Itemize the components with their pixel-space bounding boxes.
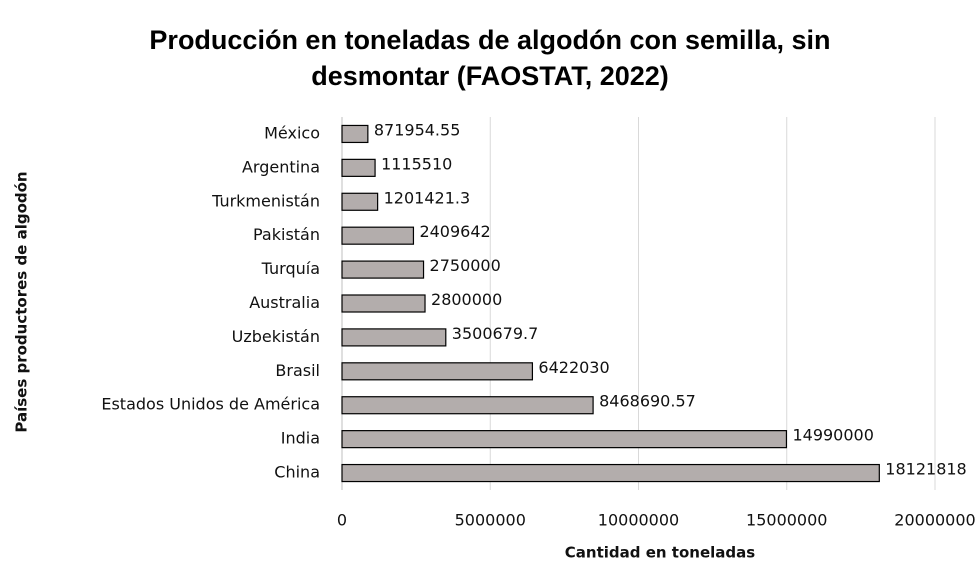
- x-tick-label: 20000000: [894, 511, 975, 530]
- x-tick-label: 15000000: [746, 511, 827, 530]
- y-axis-label: Países productores de algodón: [13, 171, 31, 432]
- y-tick-label: China: [274, 463, 320, 482]
- y-tick-label: Uzbekistán: [232, 327, 320, 346]
- x-axis-label: Cantidad en toneladas: [565, 544, 755, 562]
- data-label: 3500679.7: [452, 324, 539, 343]
- bar: [341, 396, 594, 415]
- y-tick-label: Estados Unidos de América: [101, 395, 320, 414]
- chart-title: Producción en toneladas de algodón con s…: [149, 25, 831, 91]
- bar: [341, 362, 534, 381]
- data-label: 871954.55: [374, 120, 461, 139]
- data-label: 2409642: [419, 222, 490, 241]
- x-tick-label: 5000000: [455, 511, 526, 530]
- data-label: 14990000: [792, 426, 873, 445]
- data-label: 2800000: [431, 290, 502, 309]
- y-tick-label: Brasil: [275, 361, 320, 380]
- data-label: 2750000: [430, 256, 501, 275]
- y-tick-label: Turquía: [261, 259, 320, 278]
- y-tick-label: Argentina: [242, 157, 320, 176]
- x-tick-label: 10000000: [598, 511, 679, 530]
- data-label: 6422030: [538, 358, 609, 377]
- bar: [341, 260, 425, 279]
- y-tick-label: Turkmenistán: [211, 191, 320, 210]
- bar: [341, 226, 415, 245]
- bar: [341, 158, 376, 177]
- y-tick-label: Pakistán: [253, 225, 320, 244]
- bar: [341, 430, 788, 449]
- y-tick-label: Australia: [249, 293, 320, 312]
- bar: [341, 192, 379, 211]
- data-label: 8468690.57: [599, 392, 696, 411]
- bar: [341, 124, 369, 144]
- bar: [341, 328, 447, 347]
- data-label: 1115510: [381, 154, 452, 173]
- y-tick-label: México: [264, 123, 320, 142]
- data-label: 18121818: [885, 460, 966, 479]
- bar: [341, 463, 880, 483]
- x-tick-label: 0: [337, 511, 347, 530]
- data-label: 1201421.3: [384, 188, 471, 207]
- y-tick-label: India: [281, 429, 320, 448]
- bar: [341, 294, 426, 313]
